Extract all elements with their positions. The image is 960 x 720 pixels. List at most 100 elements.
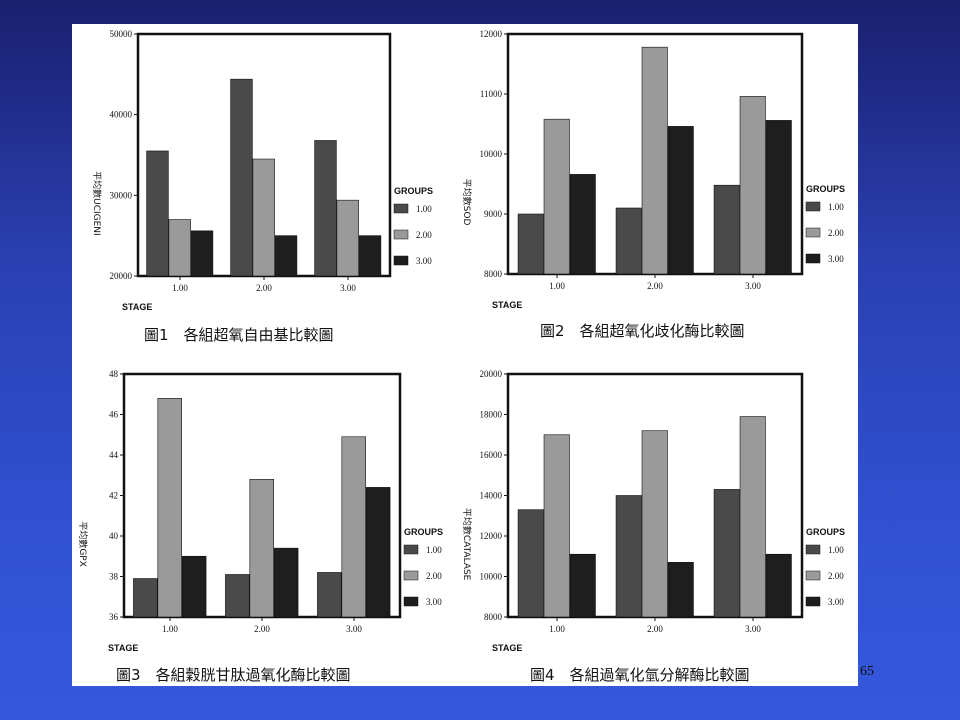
legend-label-group-3: 3.00 — [416, 256, 432, 266]
bar-stage-1-group-1 — [517, 509, 544, 618]
y-tick-label: 44 — [109, 450, 119, 460]
x-tick-label: 1.00 — [549, 624, 565, 634]
bar-stage-1-group-2 — [168, 219, 191, 277]
x-tick-label: 1.00 — [549, 281, 565, 291]
bar-stage-3-group-2 — [341, 436, 366, 618]
y-tick-label: 36 — [109, 612, 119, 622]
legend-swatch-group-3 — [393, 255, 409, 266]
legend-title: GROUPS — [806, 184, 845, 194]
bar-stage-2-group-3 — [667, 562, 694, 618]
y-tick-label: 14000 — [480, 491, 503, 501]
legend-title: GROUPS — [394, 186, 433, 196]
y-tick-label: 12000 — [480, 531, 503, 541]
y-tick-label: 40000 — [110, 110, 133, 120]
bar-stage-2-group-3 — [667, 126, 694, 275]
legend-swatch-group-2 — [403, 570, 419, 581]
bar-stage-1-group-3 — [569, 553, 596, 618]
legend-label-group-1: 1.00 — [426, 545, 442, 555]
legend-label-group-2: 2.00 — [828, 571, 844, 581]
x-tick-label: 2.00 — [254, 624, 270, 634]
bar-stage-2-group-2 — [249, 478, 274, 618]
y-tick-label: 20000 — [110, 271, 133, 281]
y-tick-label: 10000 — [480, 572, 503, 582]
bar-stage-1-group-2 — [157, 397, 182, 618]
y-tick-label: 40 — [109, 531, 119, 541]
bar-stage-2-group-2 — [641, 430, 668, 618]
legend-swatch-group-1 — [393, 203, 409, 214]
legend-swatch-group-2 — [805, 570, 821, 581]
x-tick-label: 3.00 — [340, 283, 356, 293]
bar-stage-3-group-3 — [765, 120, 792, 275]
y-axis-label: 平均數CATALASE — [461, 508, 473, 581]
legend-label-group-3: 3.00 — [426, 597, 442, 607]
y-tick-label: 42 — [109, 491, 118, 501]
bar-stage-1-group-2 — [543, 434, 570, 618]
x-tick-label: 1.00 — [162, 624, 178, 634]
legend-label-group-1: 1.00 — [416, 204, 432, 214]
bar-stage-3-group-1 — [713, 184, 740, 275]
x-tick-label: 1.00 — [172, 283, 188, 293]
y-axis-label: 平均數UCIGENI — [91, 171, 103, 236]
bar-stage-3-group-3 — [358, 235, 382, 277]
x-tick-label: 3.00 — [745, 624, 761, 634]
x-tick-label: 3.00 — [745, 281, 761, 291]
x-tick-label: 2.00 — [647, 281, 663, 291]
y-tick-label: 18000 — [480, 410, 503, 420]
legend-label-group-2: 2.00 — [828, 228, 844, 238]
legend-swatch-group-1 — [403, 544, 419, 555]
y-tick-label: 16000 — [480, 450, 503, 460]
bar-stage-1-group-2 — [543, 118, 570, 275]
bar-stage-2-group-2 — [641, 46, 668, 275]
legend-swatch-group-1 — [805, 544, 821, 555]
legend-label-group-1: 1.00 — [828, 545, 844, 555]
legend-swatch-group-2 — [393, 229, 409, 240]
legend-label-group-3: 3.00 — [828, 254, 844, 264]
y-tick-label: 48 — [109, 369, 119, 379]
legend-swatch-group-3 — [403, 596, 419, 607]
y-axis-label: 平均數GPX — [77, 521, 89, 567]
bar-stage-3-group-3 — [765, 553, 792, 618]
bar-stage-2-group-1 — [615, 207, 642, 275]
legend-title: GROUPS — [806, 527, 845, 537]
y-tick-label: 11000 — [480, 89, 503, 99]
x-axis-label: STAGE — [122, 302, 152, 312]
bar-stage-1-group-3 — [190, 230, 214, 277]
y-tick-label: 46 — [109, 410, 119, 420]
y-tick-label: 9000 — [484, 209, 503, 219]
legend-swatch-group-3 — [805, 253, 821, 264]
x-axis-label: STAGE — [492, 300, 522, 310]
page-number: 65 — [860, 664, 874, 679]
bar-stage-2-group-3 — [274, 235, 298, 277]
y-axis-label: 平均數SOD — [461, 179, 473, 226]
bar-stage-3-group-1 — [314, 140, 337, 277]
y-tick-label: 30000 — [110, 190, 133, 200]
bar-stage-3-group-3 — [365, 487, 391, 618]
legend-label-group-1: 1.00 — [828, 202, 844, 212]
bar-stage-1-group-1 — [146, 150, 169, 277]
x-tick-label: 2.00 — [647, 624, 663, 634]
legend-swatch-group-3 — [805, 596, 821, 607]
figure-caption-3: 圖3 各組穀胱甘肽過氧化酶比較圖 — [116, 666, 351, 684]
bar-stage-1-group-3 — [569, 174, 596, 275]
y-tick-label: 12000 — [480, 29, 503, 39]
y-tick-label: 20000 — [480, 369, 503, 379]
x-axis-label: STAGE — [492, 643, 522, 653]
bar-stage-3-group-2 — [336, 199, 359, 277]
legend-swatch-group-2 — [805, 227, 821, 238]
bar-stage-2-group-1 — [225, 574, 250, 618]
bar-stage-3-group-2 — [739, 416, 766, 618]
figure-caption-4: 圖4 各組過氧化氫分解酶比較圖 — [530, 666, 750, 684]
bar-stage-3-group-1 — [713, 489, 740, 618]
legend-label-group-2: 2.00 — [426, 571, 442, 581]
bar-stage-3-group-2 — [739, 96, 766, 275]
bar-stage-1-group-1 — [517, 213, 544, 275]
bar-stage-1-group-1 — [133, 578, 158, 618]
x-tick-label: 2.00 — [256, 283, 272, 293]
y-tick-label: 50000 — [110, 29, 133, 39]
bar-stage-2-group-2 — [252, 158, 275, 277]
figure-panel: 20000 30000 40000 50000 1.00 2.00 3.00 STAGE 平均數… — [72, 24, 858, 686]
bar-stage-2-group-1 — [230, 78, 253, 277]
bar-stage-2-group-1 — [615, 495, 642, 618]
legend-label-group-3: 3.00 — [828, 597, 844, 607]
legend-label-group-2: 2.00 — [416, 230, 432, 240]
